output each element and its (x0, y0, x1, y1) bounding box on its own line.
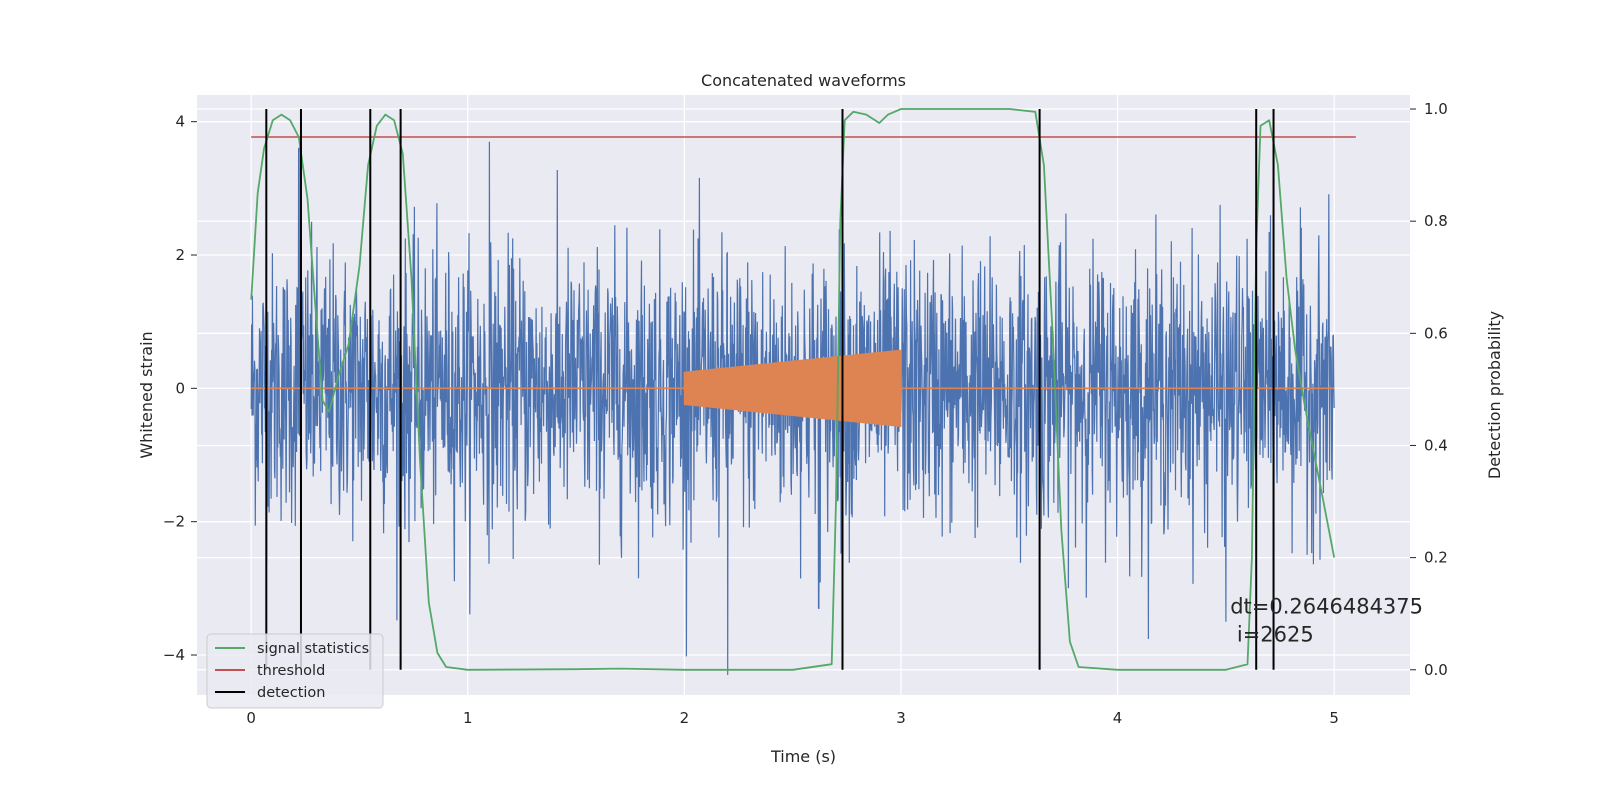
y-tick-label: 0 (175, 379, 185, 397)
chart-title: Concatenated waveforms (701, 71, 906, 90)
legend-label: threshold (257, 663, 325, 679)
y-tick-label: −4 (163, 646, 185, 664)
legend: signal statistics threshold detection (206, 633, 384, 709)
annotation-dt: dt=0.2646484375 (1230, 595, 1423, 619)
annotation-i: i=2625 (1230, 623, 1314, 647)
x-tick-label: 3 (896, 709, 906, 727)
x-tick-label: 4 (1113, 709, 1123, 727)
plot-content (250, 108, 1356, 676)
legend-label: signal statistics (257, 641, 369, 657)
x-axis-label: Time (s) (770, 747, 836, 766)
y-tick-label: 4 (175, 113, 185, 131)
y2-axis-label: Detection probability (1485, 311, 1504, 479)
y-axis-label: Whitened strain (137, 331, 156, 458)
y2-tick-label: 0.2 (1424, 549, 1448, 567)
injection-series (251, 349, 1335, 428)
y2-tick-label: 0.6 (1424, 324, 1448, 342)
y2-tick-label: 0.8 (1424, 212, 1448, 230)
x-tick-label: 5 (1329, 709, 1339, 727)
y-tick-label: 2 (175, 246, 185, 264)
y2-tick-label: 0.0 (1424, 661, 1448, 679)
legend-box (206, 633, 384, 709)
legend-label: detection (257, 685, 325, 701)
x-tick-label: 0 (246, 709, 256, 727)
y2-tick-label: 1.0 (1424, 100, 1448, 118)
x-tick-label: 1 (463, 709, 473, 727)
signal-statistics-series (250, 108, 1336, 671)
annotation: dt=0.2646484375 i=2625 (1230, 595, 1423, 647)
axis-ticks: 0 1 2 3 4 5 −4 −2 0 2 4 0.0 0.2 0.4 0.6 0.8 1.0 (163, 100, 1448, 727)
y-tick-label: −2 (163, 513, 185, 531)
y2-tick-label: 0.4 (1424, 436, 1448, 454)
x-tick-label: 2 (680, 709, 690, 727)
